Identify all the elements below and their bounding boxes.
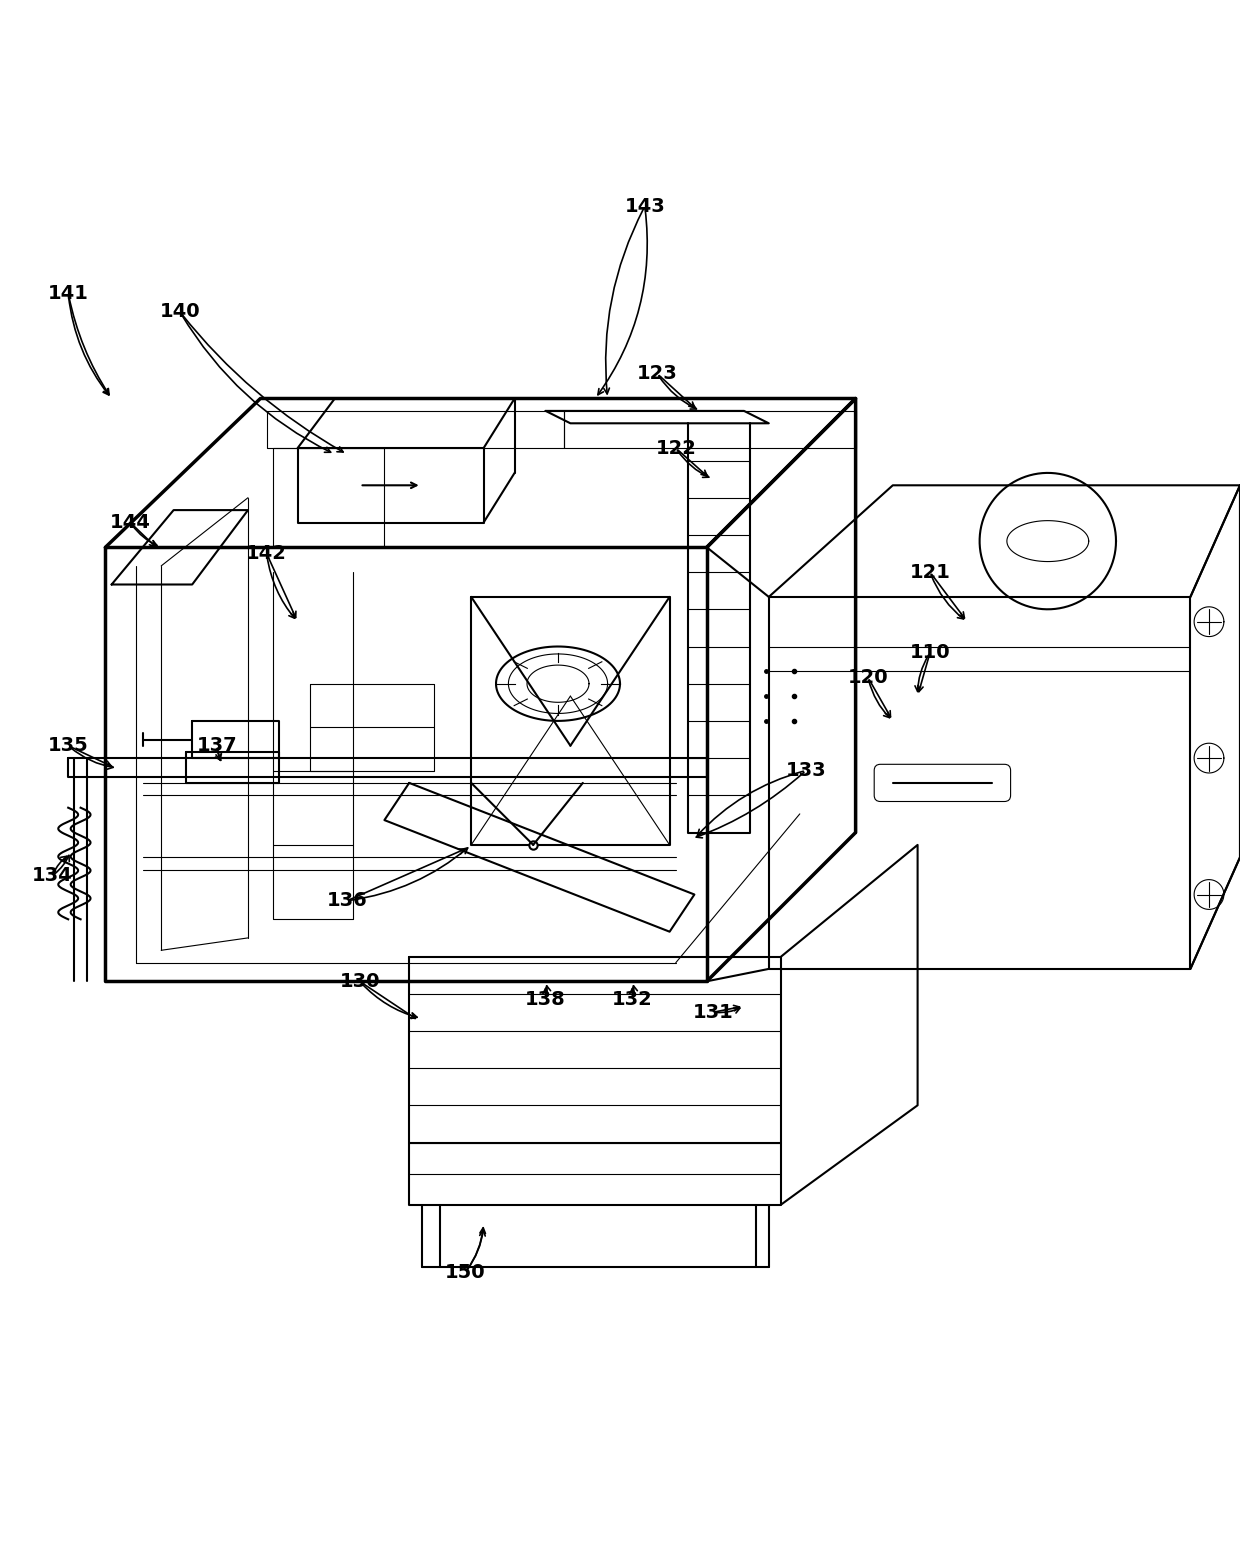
Text: 143: 143 xyxy=(625,197,665,216)
Text: 141: 141 xyxy=(48,284,88,302)
Text: 121: 121 xyxy=(910,562,950,581)
Text: 133: 133 xyxy=(786,761,826,780)
Text: 132: 132 xyxy=(613,991,652,1009)
Text: 137: 137 xyxy=(197,737,237,755)
Text: 140: 140 xyxy=(160,302,200,321)
Text: 138: 138 xyxy=(526,991,565,1009)
Text: 134: 134 xyxy=(32,866,72,886)
Text: 122: 122 xyxy=(656,439,696,458)
Text: 142: 142 xyxy=(247,544,286,562)
Text: 131: 131 xyxy=(693,1003,733,1022)
Text: 123: 123 xyxy=(637,364,677,384)
Text: 150: 150 xyxy=(445,1264,485,1282)
Text: 120: 120 xyxy=(848,667,888,687)
Text: 110: 110 xyxy=(910,643,950,663)
Text: 136: 136 xyxy=(327,891,367,911)
Text: 144: 144 xyxy=(110,513,150,532)
Text: 135: 135 xyxy=(48,737,88,755)
Text: 130: 130 xyxy=(340,972,379,991)
